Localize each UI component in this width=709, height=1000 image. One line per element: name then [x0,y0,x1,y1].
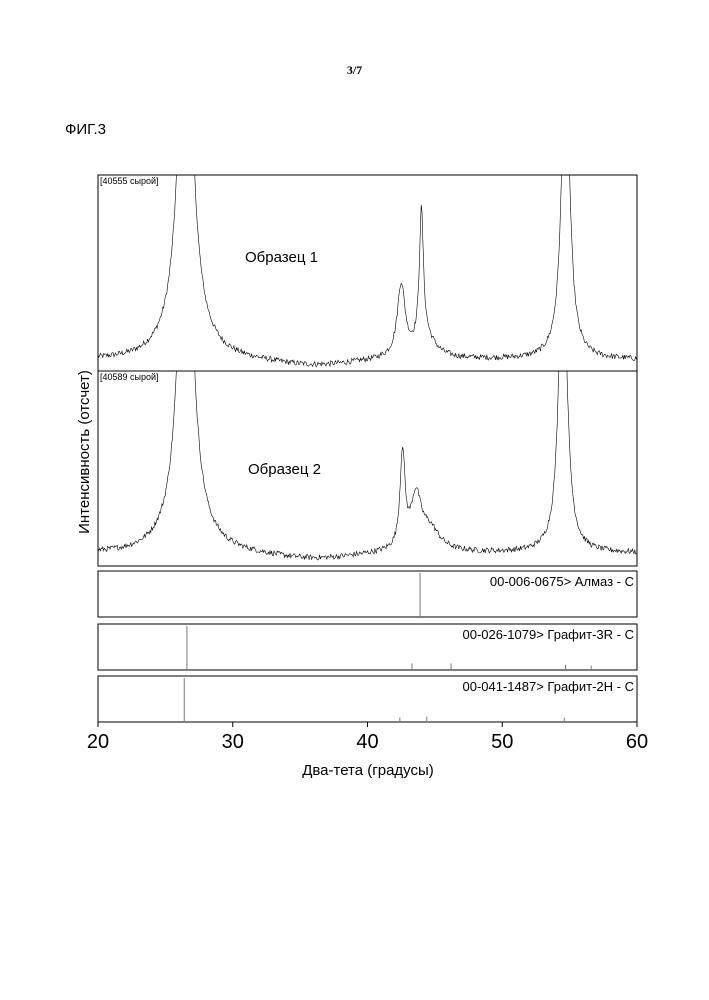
sample-panel-1: [40555 сырой] Образец 1 [98,0,637,371]
panel-frame [98,371,637,566]
x-tick-label: 20 [87,731,109,753]
x-tick-label: 50 [491,731,513,753]
x-tick-label: 40 [356,731,378,753]
x-axis-label: Два-тета (градусы) [302,762,434,779]
reference-pattern-1: 00-006-0675> Алмаз - C [98,571,637,617]
reference-label: 00-041-1487> Графит-2H - C [462,679,634,694]
reference-pattern-2: 00-026-1079> Графит-3R - C [98,624,637,670]
diffraction-series [98,149,636,560]
reference-pattern-3: 00-041-1487> Графит-2H - C [98,676,637,722]
sample-tag: [40589 сырой] [100,372,159,382]
panel-frame [98,175,637,371]
sample-panel-2: [40589 сырой] Образец 2 [98,149,637,566]
x-tick-label: 30 [222,731,244,753]
reference-label: 00-026-1079> Графит-3R - C [462,627,634,642]
reference-label: 00-006-0675> Алмаз - C [490,574,634,589]
sample-tag: [40555 сырой] [100,176,159,186]
y-axis-label: Интенсивность (отсчет) [76,370,93,534]
diffraction-series [98,0,636,367]
sample-label: Образец 1 [245,249,318,266]
sample-label: Образец 2 [248,461,321,478]
x-tick-label: 60 [626,731,648,753]
